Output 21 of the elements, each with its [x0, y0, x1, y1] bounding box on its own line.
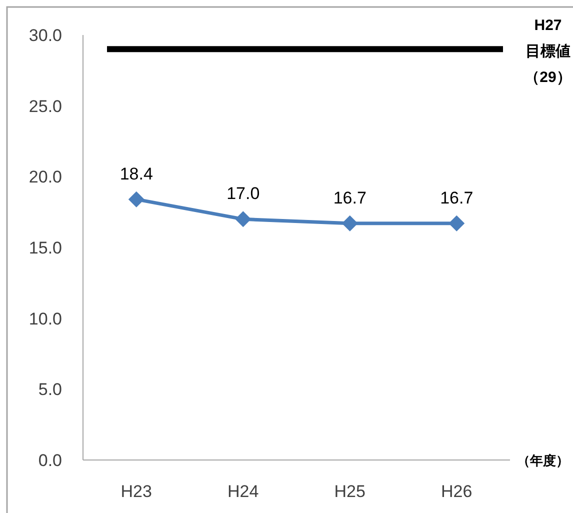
point [128, 191, 144, 208]
x-tick-label: H24 [228, 482, 259, 501]
y-tick-label: 5.0 [38, 380, 62, 400]
point [235, 211, 252, 228]
y-tick-label: 25.0 [28, 96, 62, 116]
point [448, 215, 465, 232]
y-tick-label: 30.0 [28, 26, 62, 45]
y-tick-label: 0.0 [38, 451, 62, 470]
point [342, 215, 358, 232]
x-tick-label: H26 [441, 482, 472, 501]
data-label: 18.4 [120, 164, 153, 184]
x-tick-label: H23 [120, 482, 152, 501]
ref-line-label: H27 目標値（29） [524, 17, 572, 86]
y-tick-label: 20.0 [28, 168, 62, 187]
data-label: 16.7 [440, 188, 474, 208]
y-tick-label: 10.0 [28, 309, 62, 328]
x-axis-title: （年度） [517, 453, 569, 468]
data-label: 17.0 [226, 184, 260, 204]
data-label: 16.7 [333, 188, 366, 208]
x-tick-label: H25 [334, 482, 366, 501]
y-tick-label: 15.0 [28, 238, 62, 258]
